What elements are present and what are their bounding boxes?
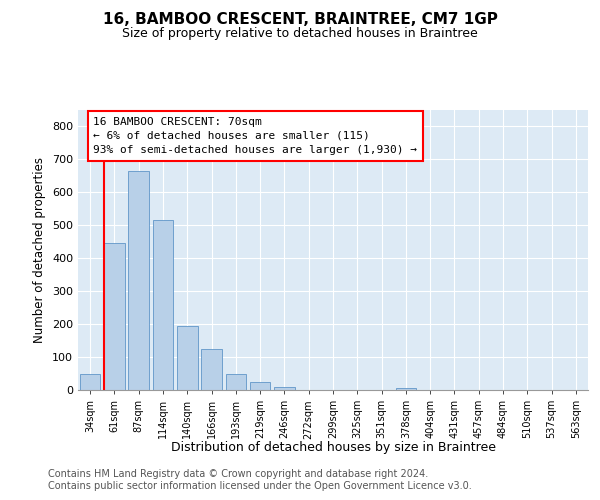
Y-axis label: Number of detached properties: Number of detached properties	[34, 157, 46, 343]
Bar	[250, 382, 271, 390]
Bar	[274, 386, 295, 390]
Text: Contains HM Land Registry data © Crown copyright and database right 2024.: Contains HM Land Registry data © Crown c…	[48, 469, 428, 479]
Text: Distribution of detached houses by size in Braintree: Distribution of detached houses by size …	[170, 441, 496, 454]
Bar	[80, 374, 100, 390]
Bar	[152, 220, 173, 390]
Bar	[128, 171, 149, 390]
Bar	[226, 374, 246, 390]
Text: 16, BAMBOO CRESCENT, BRAINTREE, CM7 1GP: 16, BAMBOO CRESCENT, BRAINTREE, CM7 1GP	[103, 12, 497, 28]
Text: Size of property relative to detached houses in Braintree: Size of property relative to detached ho…	[122, 28, 478, 40]
Text: 16 BAMBOO CRESCENT: 70sqm
← 6% of detached houses are smaller (115)
93% of semi-: 16 BAMBOO CRESCENT: 70sqm ← 6% of detach…	[94, 117, 418, 155]
Bar	[177, 326, 197, 390]
Text: Contains public sector information licensed under the Open Government Licence v3: Contains public sector information licen…	[48, 481, 472, 491]
Bar	[201, 349, 222, 390]
Bar	[395, 388, 416, 390]
Bar	[104, 244, 125, 390]
